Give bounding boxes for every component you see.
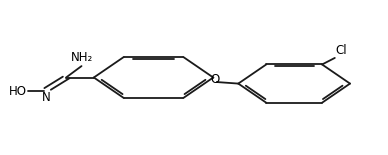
Text: Cl: Cl [336, 44, 347, 57]
Text: NH₂: NH₂ [71, 51, 94, 64]
Text: N: N [42, 91, 51, 104]
Text: HO: HO [9, 84, 27, 97]
Text: O: O [211, 73, 220, 86]
